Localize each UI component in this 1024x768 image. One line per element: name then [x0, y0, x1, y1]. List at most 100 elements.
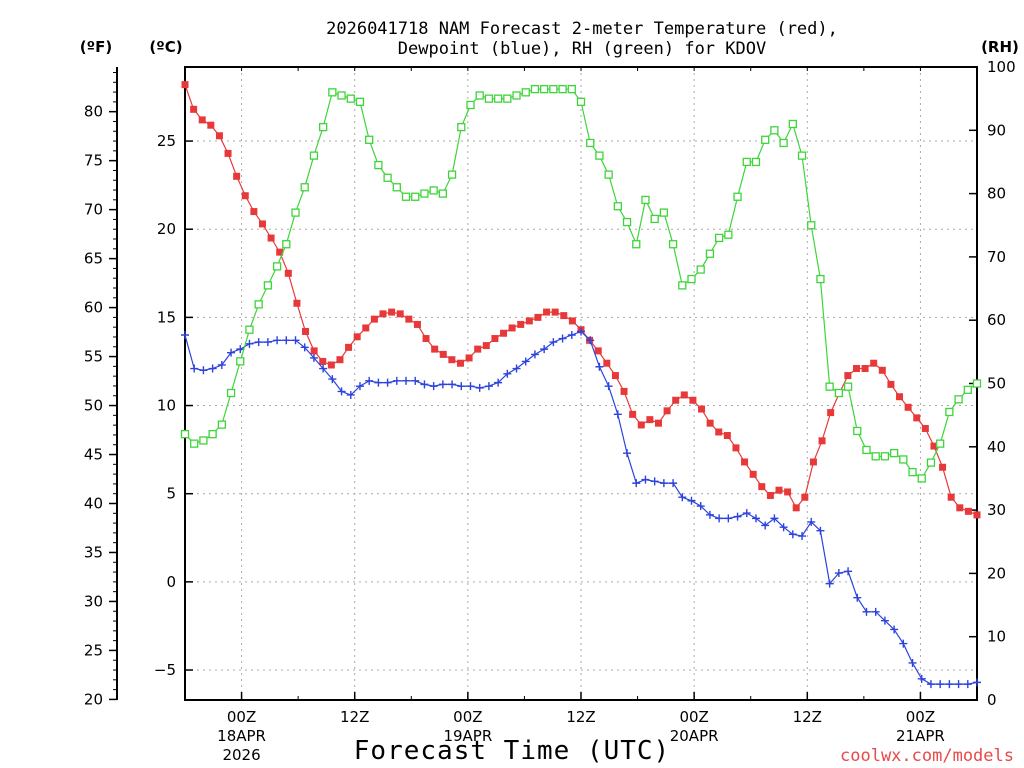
dewpoint-point [402, 376, 411, 385]
dewpoint-point [954, 680, 963, 689]
temperature-point [818, 437, 826, 445]
fahrenheit-tick-label: 65 [84, 250, 103, 268]
temperature-point [482, 342, 490, 350]
dewpoint-point [871, 607, 880, 616]
temperature-point [715, 428, 723, 436]
dewpoint-point [705, 510, 714, 519]
temperature-point [250, 208, 258, 216]
rh-point [190, 439, 199, 448]
temperature-point [654, 419, 662, 427]
dewpoint-point [669, 479, 678, 488]
temperature-point [190, 105, 198, 113]
rh-point [208, 429, 217, 439]
dewpoint-point [742, 509, 751, 518]
temperature-point [913, 414, 921, 422]
rh-point [972, 379, 982, 388]
dewpoint-point [659, 479, 668, 488]
fahrenheit-tick-label: 40 [84, 494, 103, 512]
dewpoint-point [715, 514, 724, 523]
rh-tick-label: 10 [987, 628, 1006, 646]
rh-point [383, 173, 392, 182]
x-tick-date-label: 20APR [670, 727, 719, 745]
temperature-point [405, 315, 413, 323]
x-tick-date-label: 18APR [217, 727, 266, 745]
rh-tick-label: 30 [987, 501, 1006, 519]
rh-point [272, 262, 282, 271]
temperature-point [809, 458, 817, 466]
dewpoint-point [374, 378, 383, 387]
dewpoint-point [917, 674, 926, 683]
temperature-line [184, 84, 978, 516]
temperature-point [827, 409, 835, 417]
dewpoint-point [227, 348, 236, 357]
fahrenheit-tick-label: 25 [84, 641, 103, 659]
rh-point [530, 85, 540, 94]
dewpoint-point [926, 680, 935, 689]
dewpoint-point [494, 378, 503, 387]
fahrenheit-tick-label: 55 [84, 348, 103, 366]
dewpoint-point [604, 382, 613, 391]
temperature-point [413, 320, 421, 328]
rh-tick-label: 0 [987, 691, 997, 709]
dewpoint-point [825, 579, 834, 588]
temperature-point [766, 491, 774, 499]
temperature-point [362, 324, 370, 332]
credit-link[interactable]: coolwx.com/models [840, 746, 1014, 766]
temperature-point [319, 357, 327, 365]
temperature-point [594, 347, 602, 355]
rh-point [365, 135, 374, 144]
rh-point [632, 240, 641, 249]
dewpoint-point [457, 382, 466, 391]
dewpoint-point [613, 410, 622, 419]
temperature-point [525, 317, 533, 325]
dewpoint-point [199, 366, 208, 375]
rh-point [328, 88, 337, 97]
rh-point [438, 189, 448, 198]
rh-point [751, 157, 761, 167]
rh-point [411, 192, 420, 201]
x-tick-date-label: 19APR [443, 727, 492, 745]
rh-tick-label: 20 [987, 564, 1006, 582]
rh-point [263, 281, 273, 290]
rh-point [392, 183, 401, 192]
temperature-point [474, 345, 482, 353]
rh-point [457, 122, 466, 132]
rh-point [687, 274, 696, 284]
temperature-point [508, 324, 516, 332]
fahrenheit-tick-label: 30 [84, 592, 103, 610]
dewpoint-point [595, 362, 604, 371]
rh-point [318, 122, 328, 132]
rh-point [936, 439, 945, 448]
rh-point [282, 240, 291, 249]
rh-point [678, 281, 687, 290]
temperature-point [706, 419, 714, 427]
temperature-point [353, 333, 361, 341]
temperature-point [431, 345, 439, 353]
fahrenheit-tick-label: 20 [84, 690, 103, 708]
temperature-point [896, 393, 904, 401]
rh-point [926, 458, 936, 467]
rh-point [512, 91, 521, 100]
dewpoint-point [466, 382, 475, 391]
temperature-point [637, 421, 645, 429]
dewpoint-point [549, 338, 558, 347]
rh-point [549, 85, 558, 94]
rh-point [493, 94, 503, 103]
rh-point [558, 85, 567, 94]
rh-point [567, 85, 576, 94]
celsius-tick-label: 20 [157, 220, 176, 238]
rh-tick-label: 100 [987, 58, 1016, 76]
temperature-point [439, 350, 447, 358]
dewpoint-point [521, 357, 530, 366]
rh-point [447, 170, 457, 179]
dewpoint-point [558, 334, 567, 343]
temperature-point [629, 410, 637, 418]
temperature-point [672, 396, 680, 404]
temperature-point [904, 403, 912, 411]
dewpoint-point [208, 364, 217, 373]
temperature-point [560, 312, 568, 320]
temperature-point [784, 488, 792, 496]
temperature-point [568, 317, 576, 325]
